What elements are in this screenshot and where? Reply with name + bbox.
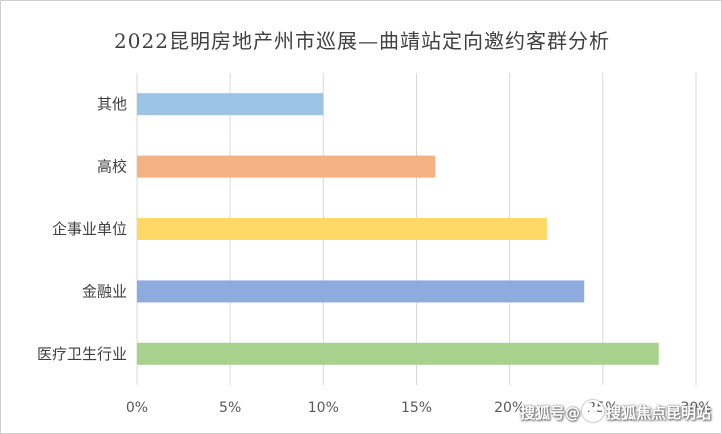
x-tick-label: 5% — [219, 400, 241, 416]
chart-title: 2022昆明房地产州市巡展—曲靖站定向邀约客群分析 — [114, 29, 610, 53]
category-label: 医疗卫生行业 — [37, 345, 127, 363]
bars — [137, 93, 659, 365]
watermark-account: 搜狐焦点昆明站 — [605, 404, 711, 422]
x-tick-label: 10% — [308, 400, 339, 416]
category-label: 高校 — [97, 158, 127, 176]
sohu-logo-icon — [581, 400, 604, 422]
category-label: 企事业单位 — [52, 220, 127, 238]
category-label: 其他 — [97, 95, 127, 113]
watermark-prefix: 搜狐号@ — [519, 404, 580, 422]
x-tick-label: 0% — [126, 400, 148, 416]
category-label: 金融业 — [82, 282, 127, 300]
bar — [137, 218, 547, 240]
x-tick-label: 30% — [680, 400, 711, 416]
bar — [137, 155, 436, 178]
watermark: 搜狐号@ 搜狐焦点昆明站 — [520, 400, 711, 423]
x-tick-labels: 0% 5% 10% 15% 20% 25% 30% — [126, 400, 712, 416]
bar — [137, 93, 324, 116]
bar — [137, 342, 659, 365]
x-tick-label: 15% — [401, 400, 432, 416]
x-tick-label: 20% — [494, 400, 525, 416]
bar — [137, 280, 585, 303]
